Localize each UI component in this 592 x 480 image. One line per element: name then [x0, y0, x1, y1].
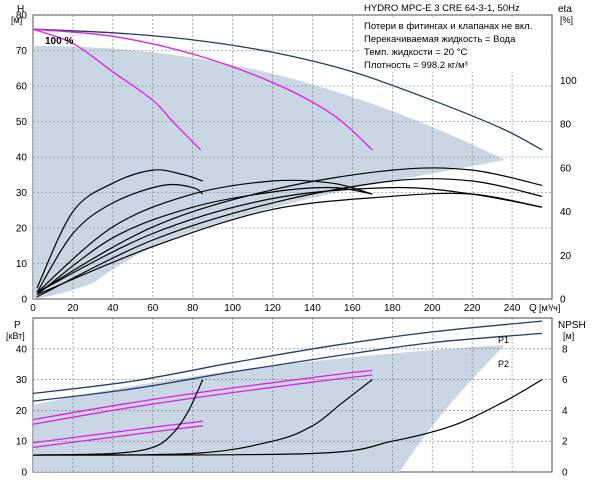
y-tick-label: 50 [16, 117, 28, 128]
series-line-5 [36, 179, 373, 293]
series-line-10 [36, 178, 543, 298]
x-tick-label: 240 [504, 303, 521, 314]
series-line-4 [32, 420, 203, 444]
series-line-4 [36, 183, 204, 293]
speed-annotation: 100 % [45, 36, 73, 47]
series-line-9 [36, 167, 543, 293]
series-line-3 [32, 374, 373, 425]
x-tick-label: 200 [424, 303, 441, 314]
y-tick-label: 20 [16, 224, 28, 235]
p-tick-label: 20 [16, 406, 28, 417]
x-tick-label: 220 [464, 303, 481, 314]
y2-axis-label: eta [558, 4, 572, 15]
x-tick-label: 40 [107, 303, 119, 314]
x-axis-label: Q [529, 303, 537, 314]
npsh-axis-unit: [м] [563, 331, 574, 341]
npsh-axis-label: NPSH [558, 320, 586, 331]
y-tick-label: 40 [16, 153, 28, 164]
series-line-5 [32, 425, 203, 449]
y-tick-label: 60 [16, 82, 28, 93]
y-tick-label: 70 [16, 46, 28, 57]
power-grid [32, 318, 552, 473]
series-label-p1: P1 [498, 335, 509, 345]
y2-axis-unit: [%] [560, 15, 573, 25]
series-line-0 [32, 28, 543, 151]
p-tick-label: 40 [16, 344, 28, 355]
npsh-tick-label: 2 [562, 437, 568, 448]
power-operating-area [33, 345, 505, 472]
x-tick-label: 100 [224, 303, 241, 314]
head-grid [32, 14, 552, 300]
p-tick-label: 30 [16, 375, 28, 386]
head-operating-area [33, 46, 505, 299]
y2-tick-label: 40 [560, 207, 572, 218]
p-axis-label: P [14, 320, 21, 331]
y-tick-label: 80 [16, 11, 28, 22]
info-line-temperature: Темп. жидкости = 20 °C [364, 47, 467, 58]
x-tick-label: 60 [147, 303, 159, 314]
chart-title: HYDRO MPC-E 3 CRE 64-3-1, 50Hz [364, 3, 520, 14]
series-line-1 [32, 332, 543, 402]
series-line-6 [36, 186, 373, 296]
y2-tick-label: 60 [560, 163, 572, 174]
x-axis-unit: [м³/ч] [539, 303, 560, 313]
y2-tick-label: 0 [560, 295, 566, 306]
info-line-density: Плотность = 998.2 кг/м³ [364, 60, 468, 71]
series-line-2 [32, 369, 373, 421]
npsh-tick-label: 6 [562, 375, 568, 386]
x-tick-label: 0 [30, 303, 36, 314]
y2-tick-label: 80 [560, 120, 572, 131]
axis-ticks: 0 20 40 60 80 100 120 140 160 180 200 220 2400102030… [16, 11, 577, 479]
y-axis-unit: [м] [11, 15, 22, 25]
x-tick-label: 20 [67, 303, 79, 314]
x-tick-label: 180 [384, 303, 401, 314]
series-line-2 [32, 28, 373, 151]
npsh-tick-label: 8 [562, 344, 568, 355]
info-line-liquid: Перекачиваемая жидкость = Вода [364, 34, 516, 45]
x-tick-label: 120 [264, 303, 281, 314]
info-line-losses: Потери в фитингах и клапанах не вкл. [364, 21, 532, 32]
head-series [32, 28, 543, 298]
y2-tick-label: 100 [560, 76, 577, 87]
npsh-tick-label: 4 [562, 406, 568, 417]
y-tick-label: 30 [16, 188, 28, 199]
series-line-3 [36, 169, 203, 289]
title-box [360, 2, 550, 14]
p-axis-unit: [кВт] [6, 331, 25, 341]
y-axis-label: H [17, 4, 24, 15]
series-label-p2: P2 [498, 359, 509, 369]
y2-tick-label: 20 [560, 251, 572, 262]
x-tick-label: 80 [187, 303, 199, 314]
info-box [360, 18, 550, 72]
y-tick-label: 0 [21, 295, 27, 306]
x-tick-label: 140 [304, 303, 321, 314]
npsh-tick-label: 0 [562, 468, 568, 479]
series-line-1 [32, 28, 202, 151]
y-tick-label: 10 [16, 259, 28, 270]
series-line-8 [32, 379, 543, 456]
x-tick-label: 160 [344, 303, 361, 314]
series-line-6 [32, 379, 204, 456]
series-line-0 [32, 320, 543, 395]
p-tick-label: 0 [21, 468, 27, 479]
series-line-8 [36, 192, 543, 296]
p-tick-label: 10 [16, 437, 28, 448]
power-series [32, 320, 543, 456]
